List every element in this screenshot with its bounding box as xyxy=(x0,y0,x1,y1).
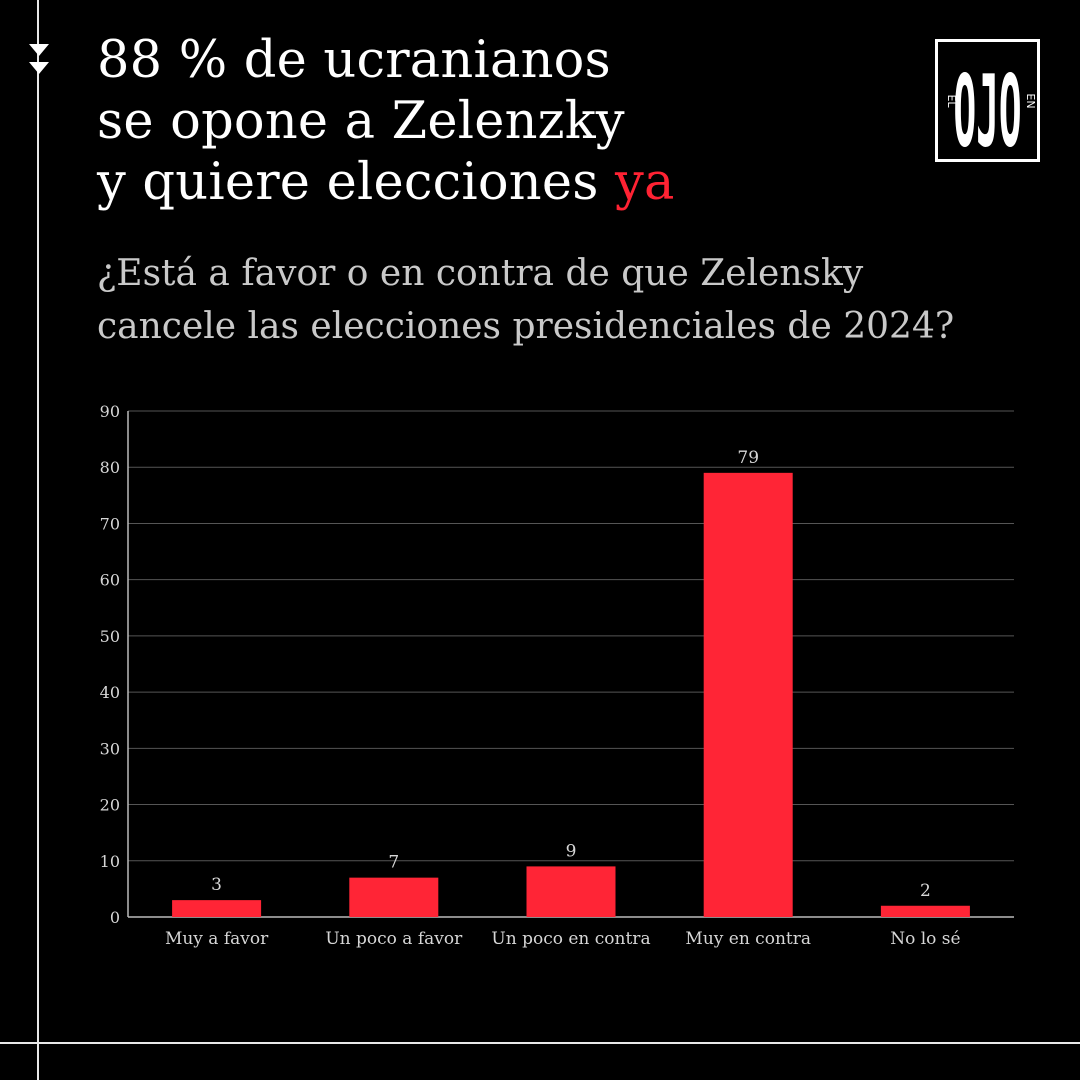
headline-line-2: se opone a Zelenzky xyxy=(97,92,625,151)
question-line-2: cancele las elecciones presidenciales de… xyxy=(97,306,955,347)
bar-2 xyxy=(349,877,439,917)
y-tick-label-60: 60 xyxy=(100,571,120,590)
y-tick-label-80: 80 xyxy=(100,458,120,477)
x-tick-label-5: No lo sé xyxy=(890,929,960,949)
bar-1 xyxy=(172,900,262,917)
y-tick-label-70: 70 xyxy=(100,514,120,533)
y-tick-label-50: 50 xyxy=(100,627,120,646)
data-label-5: 2 xyxy=(920,881,931,901)
data-label-3: 9 xyxy=(566,841,577,861)
bar-chart: 0 10 20 30 40 50 60 70 80 90 3 Muy a favor 7 Un poco … xyxy=(100,402,1014,949)
headline-line-3: y quiere elecciones ya xyxy=(97,152,897,213)
headline-line-3-main: y quiere elecciones xyxy=(97,153,599,212)
question-line-1: ¿Está a favor o en contra de que Zelensk… xyxy=(97,253,864,294)
logo-text-ojo: OJO xyxy=(954,54,1022,162)
y-tick-label-0: 0 xyxy=(110,908,120,927)
y-tick-label-10: 10 xyxy=(100,852,120,871)
y-tick-label-20: 20 xyxy=(100,796,120,815)
bar-4 xyxy=(703,472,793,917)
double-chevron-down-icon xyxy=(29,44,49,74)
left-vertical-rule xyxy=(37,0,39,1080)
x-tick-label-1: Muy a favor xyxy=(165,929,269,949)
bottom-horizontal-rule xyxy=(0,1042,1080,1044)
headline-accent-word: ya xyxy=(615,153,675,212)
x-tick-label-2: Un poco a favor xyxy=(325,929,463,949)
logo-text-el: EL xyxy=(945,94,958,108)
y-tick-label-40: 40 xyxy=(100,683,120,702)
headline-line-1: 88 % de ucranianos xyxy=(97,31,611,90)
el-ojo-en-logo: EL OJO EN xyxy=(935,39,1040,162)
data-label-1: 3 xyxy=(211,875,222,895)
logo-text-en: EN xyxy=(1024,93,1037,108)
data-label-2: 7 xyxy=(388,853,399,873)
bar-3 xyxy=(526,866,616,917)
x-tick-label-4: Muy en contra xyxy=(685,929,811,949)
data-label-4: 79 xyxy=(737,448,759,468)
y-tick-label-30: 30 xyxy=(100,739,120,758)
survey-question: ¿Está a favor o en contra de que Zelensk… xyxy=(97,247,1057,353)
y-tick-label-90: 90 xyxy=(100,402,120,421)
headline: 88 % de ucranianos se opone a Zelenzky y… xyxy=(97,30,897,213)
bar-5 xyxy=(880,905,970,917)
x-tick-label-3: Un poco en contra xyxy=(491,929,650,949)
